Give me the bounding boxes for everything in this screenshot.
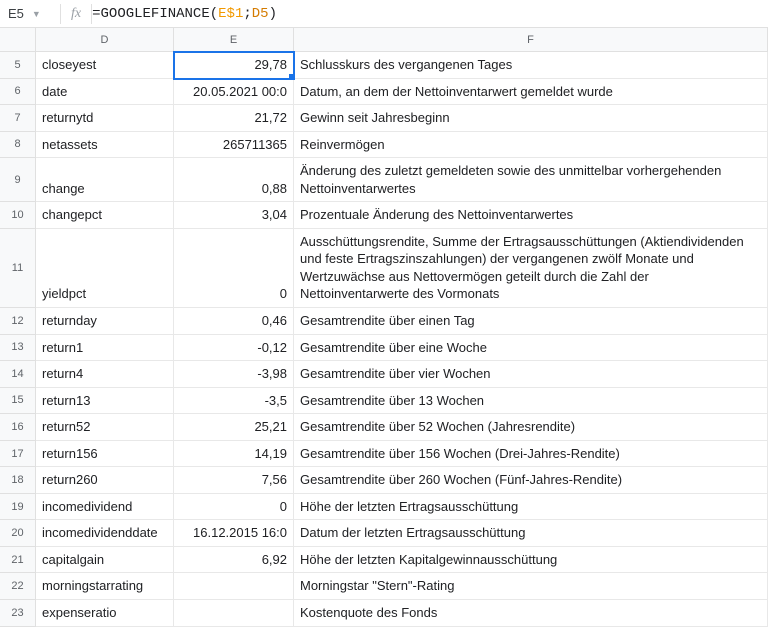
cell[interactable]: 0 [174,229,294,308]
cell[interactable]: return156 [36,441,174,468]
cell[interactable]: Gesamtrendite über eine Woche [294,335,768,362]
row-header[interactable]: 21 [0,547,36,574]
cell[interactable]: -3,98 [174,361,294,388]
cell[interactable]: Reinvermögen [294,132,768,159]
formula-paren-open: ( [210,6,218,22]
row-header[interactable]: 22 [0,573,36,600]
col-header-d[interactable]: D [36,28,174,52]
cell[interactable]: Gesamtrendite über vier Wochen [294,361,768,388]
cell[interactable]: incomedividenddate [36,520,174,547]
formula-sep: ; [243,6,251,22]
cell[interactable]: Gesamtrendite über 13 Wochen [294,388,768,415]
cell[interactable]: 0,88 [174,158,294,202]
cell[interactable]: returnytd [36,105,174,132]
cell[interactable]: 14,19 [174,441,294,468]
formula-fn: GOOGLEFINANCE [101,6,210,22]
spreadsheet-grid[interactable]: D E F 5closeyest29,78Schlusskurs des ver… [0,28,768,627]
cell[interactable]: 21,72 [174,105,294,132]
select-all-corner[interactable] [0,28,36,52]
cell[interactable]: Gesamtrendite über einen Tag [294,308,768,335]
name-box[interactable]: E5 ▼ [0,6,60,21]
formula-paren-close: ) [269,6,277,22]
formula-input[interactable]: =GOOGLEFINANCE(E$1;D5) [92,6,277,22]
row-header[interactable]: 9 [0,158,36,202]
cell[interactable]: 16.12.2015 16:0 [174,520,294,547]
row-header[interactable]: 15 [0,388,36,415]
cell[interactable] [174,600,294,627]
formula-arg1: E$1 [218,6,243,22]
row-header[interactable]: 16 [0,414,36,441]
cell[interactable]: Prozentuale Änderung des Nettoinventarwe… [294,202,768,229]
cell[interactable]: return52 [36,414,174,441]
cell[interactable]: 25,21 [174,414,294,441]
cell[interactable]: change [36,158,174,202]
cell[interactable]: 0,46 [174,308,294,335]
cell[interactable]: closeyest [36,52,174,79]
cell[interactable]: 0 [174,494,294,521]
active-cell-ref: E5 [8,6,24,21]
cell[interactable]: Gesamtrendite über 156 Wochen (Drei-Jahr… [294,441,768,468]
cell[interactable]: Datum, an dem der Nettoinventarwert geme… [294,79,768,106]
cell[interactable]: capitalgain [36,547,174,574]
cell[interactable]: Datum der letzten Ertragsausschüttung [294,520,768,547]
cell[interactable]: return4 [36,361,174,388]
cell[interactable]: Höhe der letzten Kapitalgewinnausschüttu… [294,547,768,574]
cell[interactable]: Morningstar "Stern"-Rating [294,573,768,600]
fx-icon[interactable]: fx [61,6,91,22]
row-header[interactable]: 11 [0,229,36,308]
cell[interactable]: yieldpct [36,229,174,308]
formula-eq: = [92,6,100,22]
cell[interactable]: return1 [36,335,174,362]
row-header[interactable]: 12 [0,308,36,335]
row-header[interactable]: 23 [0,600,36,627]
row-header[interactable]: 8 [0,132,36,159]
cell[interactable]: Ausschüttungsrendite, Summe der Ertragsa… [294,229,768,308]
cell[interactable]: Schlusskurs des vergangenen Tages [294,52,768,79]
cell[interactable]: Gewinn seit Jahresbeginn [294,105,768,132]
row-header[interactable]: 14 [0,361,36,388]
cell[interactable]: Gesamtrendite über 52 Wochen (Jahresrend… [294,414,768,441]
name-box-dropdown-icon[interactable]: ▼ [32,9,41,19]
formula-arg2: D5 [252,6,269,22]
cell[interactable]: incomedividend [36,494,174,521]
row-header[interactable]: 19 [0,494,36,521]
cell[interactable]: 7,56 [174,467,294,494]
cell[interactable] [174,573,294,600]
cell[interactable]: Höhe der letzten Ertragsausschüttung [294,494,768,521]
formula-bar: E5 ▼ fx =GOOGLEFINANCE(E$1;D5) [0,0,768,28]
cell[interactable]: Gesamtrendite über 260 Wochen (Fünf-Jahr… [294,467,768,494]
row-header[interactable]: 6 [0,79,36,106]
cell[interactable]: 265711365 [174,132,294,159]
cell[interactable]: netassets [36,132,174,159]
cell[interactable]: 20.05.2021 00:0 [174,79,294,106]
row-header[interactable]: 17 [0,441,36,468]
cell[interactable]: return260 [36,467,174,494]
row-header[interactable]: 18 [0,467,36,494]
row-header[interactable]: 5 [0,52,36,79]
cell[interactable]: expenseratio [36,600,174,627]
row-header[interactable]: 7 [0,105,36,132]
cell[interactable]: 3,04 [174,202,294,229]
row-header[interactable]: 13 [0,335,36,362]
cell[interactable]: 6,92 [174,547,294,574]
cell[interactable]: returnday [36,308,174,335]
cell[interactable]: morningstarrating [36,573,174,600]
row-header[interactable]: 20 [0,520,36,547]
cell[interactable]: date [36,79,174,106]
row-header[interactable]: 10 [0,202,36,229]
cell[interactable]: Änderung des zuletzt gemeldeten sowie de… [294,158,768,202]
cell[interactable]: -0,12 [174,335,294,362]
cell[interactable]: Kostenquote des Fonds [294,600,768,627]
cell[interactable]: changepct [36,202,174,229]
cell[interactable]: -3,5 [174,388,294,415]
active-cell[interactable]: 29,78 [174,52,294,79]
cell[interactable]: return13 [36,388,174,415]
col-header-f[interactable]: F [294,28,768,52]
col-header-e[interactable]: E [174,28,294,52]
